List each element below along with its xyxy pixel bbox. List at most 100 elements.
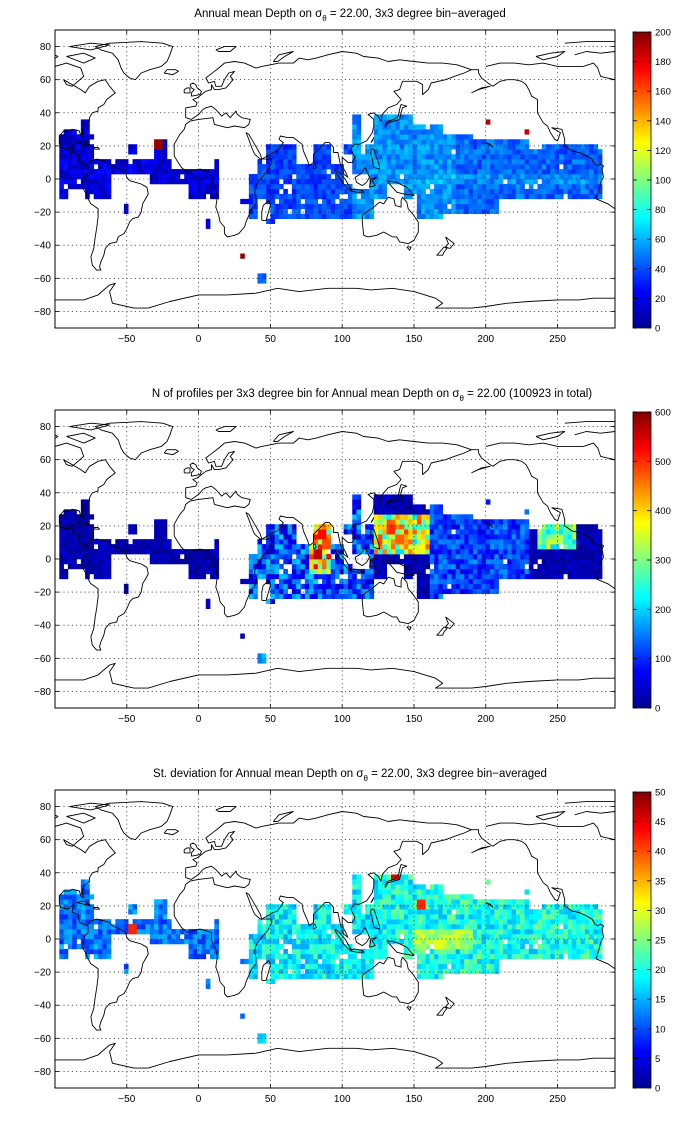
- heatmap-cell: [192, 188, 198, 195]
- heatmap-cell: [481, 144, 487, 150]
- heatmap-cell: [447, 179, 452, 185]
- heatmap-cell: [589, 559, 594, 565]
- heatmap-cell: [300, 939, 306, 945]
- heatmap-cell: [89, 909, 95, 915]
- heatmap-cell: [485, 583, 491, 590]
- heatmap-cell: [498, 943, 504, 950]
- heatmap-cell: [559, 159, 564, 165]
- heatmap-cell: [149, 939, 155, 945]
- heatmap-cell: [360, 539, 366, 545]
- heatmap-cell: [369, 929, 375, 935]
- heatmap-cell: [67, 139, 73, 145]
- heatmap-cell: [309, 958, 314, 965]
- x-tick-label: 250: [549, 1094, 566, 1105]
- heatmap-cell: [533, 924, 538, 930]
- heatmap-cell: [442, 583, 448, 590]
- heatmap-cell: [317, 568, 323, 575]
- heatmap-cell: [580, 188, 586, 195]
- heatmap-cell: [171, 559, 176, 565]
- heatmap-cell: [524, 559, 530, 565]
- heatmap-cell: [421, 208, 426, 215]
- heatmap-cell: [455, 924, 461, 930]
- heatmap-cell: [485, 534, 491, 540]
- heatmap-cell: [270, 149, 275, 155]
- heatmap-cell: [330, 939, 336, 945]
- heatmap-cell: [597, 149, 603, 155]
- heatmap-cell: [459, 588, 465, 595]
- heatmap-cell: [369, 573, 375, 580]
- heatmap-cell: [503, 899, 508, 905]
- heatmap-cell: [391, 134, 396, 140]
- heatmap-cell: [192, 559, 198, 565]
- heatmap-cell: [309, 588, 314, 595]
- heatmap-cell: [162, 159, 168, 165]
- heatmap-cell: [481, 578, 487, 585]
- coastline: [471, 829, 615, 970]
- coastline: [406, 1006, 412, 1011]
- heatmap-cell: [459, 909, 465, 915]
- heatmap-cell: [85, 929, 90, 935]
- y-tick-label: −60: [34, 654, 51, 665]
- heatmap-cell: [253, 934, 258, 940]
- heatmap-cell: [541, 154, 547, 160]
- heatmap-cell: [451, 958, 456, 965]
- heatmap-cell: [291, 939, 297, 945]
- heatmap-cell: [511, 169, 517, 175]
- heatmap-cell: [248, 559, 254, 565]
- heatmap-cell: [442, 568, 448, 575]
- heatmap-cell: [559, 539, 564, 545]
- heatmap-cell: [412, 568, 418, 575]
- heatmap-cell: [541, 939, 547, 945]
- heatmap-cell: [93, 549, 99, 555]
- heatmap-cell: [416, 139, 422, 145]
- heatmap-cell: [296, 188, 301, 195]
- heatmap-cell: [356, 929, 362, 935]
- heatmap-cell: [123, 968, 129, 975]
- heatmap-cell: [438, 943, 443, 950]
- heatmap-cell: [274, 924, 280, 930]
- heatmap-cell: [145, 929, 151, 935]
- heatmap-cell: [520, 193, 525, 200]
- heatmap-cell: [317, 963, 323, 970]
- heatmap-cell: [279, 953, 284, 960]
- heatmap-cell: [343, 149, 349, 155]
- heatmap-cell: [89, 159, 95, 165]
- heatmap-cell: [378, 534, 383, 540]
- heatmap-cell: [494, 588, 499, 595]
- colorbar-tick-label: 180: [655, 57, 671, 68]
- heatmap-cell: [102, 554, 107, 560]
- heatmap-cell: [477, 159, 482, 165]
- heatmap-cell: [434, 924, 439, 930]
- heatmap-cell: [584, 549, 590, 555]
- heatmap-cell: [72, 549, 77, 555]
- heatmap-cell: [421, 544, 426, 550]
- heatmap-cell: [296, 953, 301, 960]
- colorbar-tick-label: 0: [655, 1084, 660, 1095]
- heatmap-cell: [72, 909, 77, 915]
- heatmap-cell: [434, 539, 439, 545]
- heatmap-cell: [373, 119, 379, 125]
- heatmap-cell: [533, 909, 538, 915]
- heatmap-cell: [391, 539, 396, 545]
- heatmap-cell: [188, 188, 194, 195]
- heatmap-cell: [438, 509, 443, 515]
- heatmap-cell: [322, 593, 327, 600]
- heatmap-cell: [214, 183, 219, 190]
- heatmap-cell: [201, 179, 207, 185]
- heatmap-cell: [498, 139, 504, 145]
- heatmap-cell: [567, 154, 573, 160]
- heatmap-cell: [399, 544, 405, 550]
- heatmap-cell: [421, 179, 426, 185]
- heatmap-cell: [520, 904, 525, 910]
- heatmap-cell: [408, 934, 413, 940]
- heatmap-cell: [67, 529, 73, 535]
- heatmap-cell: [257, 188, 263, 195]
- heatmap-cell: [541, 914, 547, 920]
- heatmap-cell: [291, 524, 297, 530]
- coastline: [564, 41, 615, 44]
- heatmap-cell: [352, 494, 357, 500]
- heatmap-cell: [421, 588, 426, 595]
- heatmap-cell: [481, 198, 487, 205]
- heatmap-cell: [399, 149, 405, 155]
- heatmap-cell: [378, 879, 383, 885]
